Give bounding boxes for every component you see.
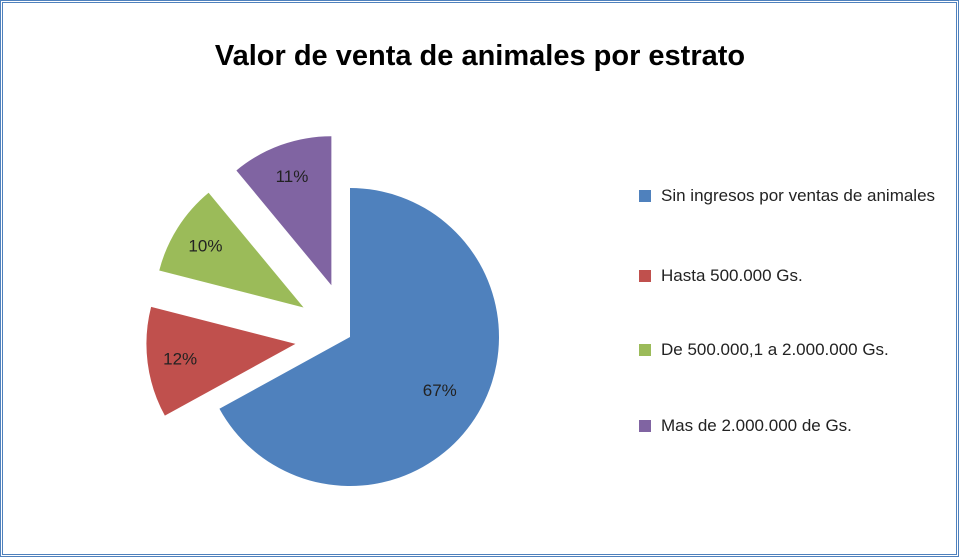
data-label: 10% <box>188 236 222 255</box>
legend-swatch <box>639 344 651 356</box>
pie-slice <box>219 188 499 486</box>
legend-label: Sin ingresos por ventas de animales <box>661 186 936 205</box>
legend-item: Hasta 500.000 Gs. <box>639 263 939 289</box>
legend-swatch <box>639 420 651 432</box>
legend-item: De 500.000,1 a 2.000.000 Gs. <box>639 337 939 363</box>
pie-slice <box>159 192 304 308</box>
pie-slice <box>146 306 296 416</box>
chart: Valor de venta de animales por estrato 6… <box>146 40 745 486</box>
data-label: 12% <box>163 349 197 368</box>
legend-label: Hasta 500.000 Gs. <box>661 266 803 285</box>
pie-slice <box>236 136 332 286</box>
legend-label: Mas de 2.000.000 de Gs. <box>661 416 852 435</box>
legend-item: Mas de 2.000.000 de Gs. <box>639 413 939 439</box>
legend-label: De 500.000,1 a 2.000.000 Gs. <box>661 340 889 359</box>
legend-swatch <box>639 190 651 202</box>
data-label: 67% <box>423 381 457 400</box>
chart-title: Valor de venta de animales por estrato <box>215 40 745 72</box>
data-label: 11% <box>276 167 309 186</box>
legend-item: Sin ingresos por ventas de animales <box>639 183 939 209</box>
legend-swatch <box>639 270 651 282</box>
